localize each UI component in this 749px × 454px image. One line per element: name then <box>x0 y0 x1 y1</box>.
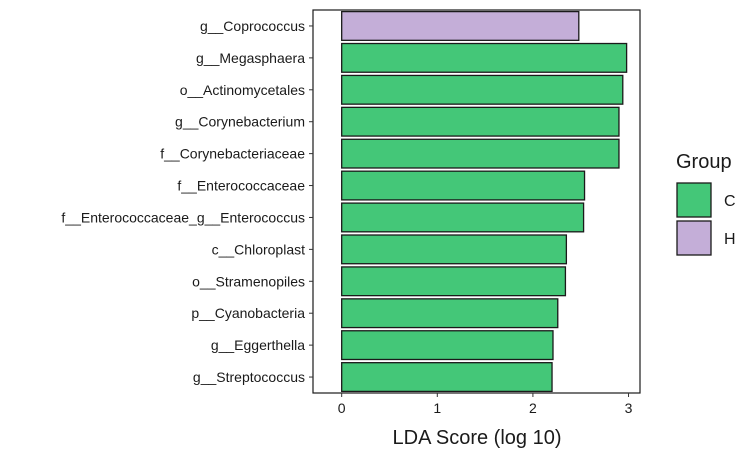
panel-border <box>312 9 641 394</box>
category-label: o__Actinomycetales <box>180 82 305 98</box>
bar <box>341 10 580 41</box>
x-tick-label: 2 <box>529 400 537 416</box>
category-label: f__Enterococcaceae <box>177 178 305 194</box>
category-label: p__Cyanobacteria <box>191 305 305 321</box>
x-tick-label: 0 <box>338 400 346 416</box>
category-label: f__Corynebacteriaceae <box>160 146 305 162</box>
category-label: g__Coprococcus <box>200 18 305 34</box>
category-label: o__Stramenopiles <box>192 273 305 289</box>
legend-items: CH <box>676 182 736 256</box>
x-tick-label: 3 <box>625 400 633 416</box>
category-label: g__Eggerthella <box>211 337 305 353</box>
bar <box>341 266 567 297</box>
legend-title: Group <box>676 151 732 173</box>
bar <box>341 298 559 329</box>
legend-swatch <box>676 182 712 218</box>
y-axis-labels: g__Coprococcus g__Megasphaera o__Actinomyc… <box>61 18 313 385</box>
bar <box>341 362 553 393</box>
legend: Group CH <box>676 151 736 256</box>
bar <box>341 74 624 105</box>
legend-label: C <box>724 193 736 210</box>
bars <box>341 10 628 393</box>
category-label: g__Streptococcus <box>193 369 305 385</box>
legend-label: H <box>724 231 736 248</box>
bar <box>341 138 620 169</box>
bar <box>341 202 585 233</box>
bar <box>341 234 568 265</box>
bar <box>341 42 628 73</box>
category-label: g__Megasphaera <box>196 50 305 66</box>
bar <box>341 330 554 361</box>
bar <box>341 170 586 201</box>
x-tick-label: 1 <box>433 400 441 416</box>
bar <box>341 106 620 137</box>
x-axis-title: LDA Score (log 10) <box>393 427 562 449</box>
category-label: f__Enterococcaceae_g__Enterococcus <box>61 209 305 225</box>
x-axis-ticks: 0 1 2 3 <box>338 393 633 416</box>
category-label: g__Corynebacterium <box>175 114 305 130</box>
category-label: c__Chloroplast <box>212 241 305 257</box>
legend-swatch <box>676 220 712 256</box>
